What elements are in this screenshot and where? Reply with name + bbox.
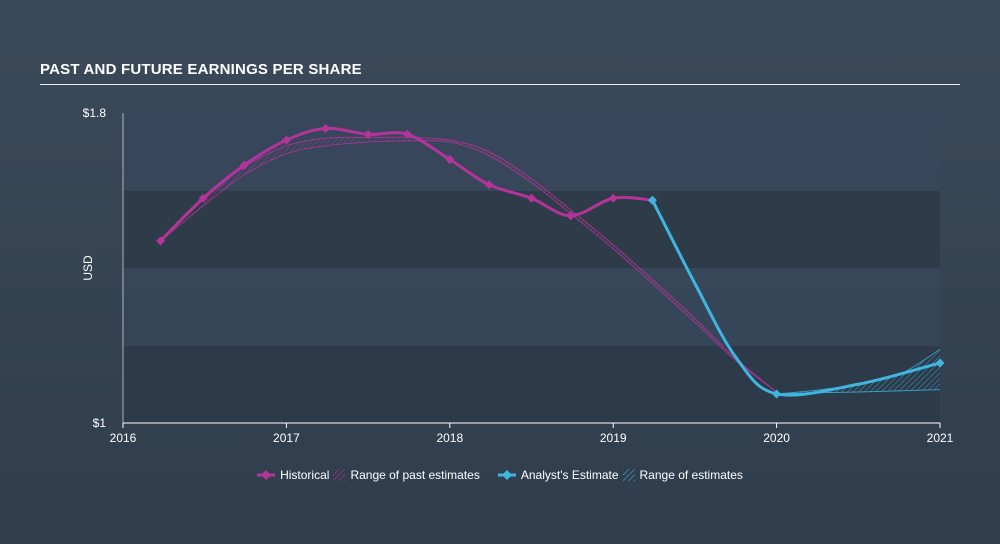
legend-historical[interactable]: Historical [257,468,329,482]
past-estimate-range-upper [160,136,777,393]
historical-point-5 [363,129,373,139]
legend: Historical Range of past estimates Analy… [0,468,1000,482]
x-tick-label-2019: 2019 [600,431,627,445]
x-tick-label-2020: 2020 [763,431,790,445]
past-estimate-range-lower [160,140,777,393]
historical-point-10 [566,211,576,221]
plot-band-3 [123,346,940,423]
y-axis-title: USD [81,255,95,281]
historical-swatch-icon [257,470,276,480]
plot-band-0 [123,113,940,191]
historical-point-7 [445,155,455,164]
historical-point-0 [156,236,166,246]
future-estimate-range-area [776,349,940,394]
plot-band-2 [123,268,940,346]
series-points [156,124,945,399]
legend-historical-label: Historical [280,468,330,482]
historical-point-11 [608,193,618,203]
legend-analyst-estimate[interactable]: Analyst's Estimate [497,468,619,482]
chart-title: PAST AND FUTURE EARNINGS PER SHARE [40,61,362,78]
legend-range-estimates[interactable]: Range of estimates [622,468,743,482]
x-tick-label-2018: 2018 [436,431,463,445]
historical-point-3 [281,135,291,145]
x-tick-label-2017: 2017 [273,431,300,445]
background-bands [123,113,940,423]
historical-point-9 [527,193,536,203]
past-range-swatch-icon [333,469,346,481]
y-axis-labels: $1.8 $1 USD [81,106,106,430]
range-estimates-swatch-icon [622,469,635,481]
historical-point-6 [402,129,412,139]
estimate-point-3 [772,389,782,399]
estimate-point-0 [647,195,657,205]
historical-point-4 [321,124,331,133]
legend-analyst-estimate-label: Analyst's Estimate [520,468,619,482]
historical-point-2 [239,160,249,170]
legend-past-range[interactable]: Range of past estimates [333,468,480,482]
axes [122,113,941,428]
y-tick-label-top: $1.8 [83,106,107,120]
estimate-swatch-icon [497,470,516,480]
x-tick-label-2021: 2021 [927,431,954,445]
analyst-estimate-line [650,198,942,397]
x-axis-labels: 2016 2017 2018 2019 2020 2021 [110,431,954,445]
estimate-point-5 [935,358,945,368]
title-divider [40,84,960,85]
x-tick-label-2016: 2016 [110,431,137,445]
legend-past-range-label: Range of past estimates [350,468,480,482]
historical-point-1 [198,193,208,203]
plot-band-1 [123,191,940,268]
legend-range-estimates-label: Range of estimates [639,468,743,482]
y-tick-label-bottom: $1 [93,416,107,430]
historical-point-8 [484,180,494,190]
